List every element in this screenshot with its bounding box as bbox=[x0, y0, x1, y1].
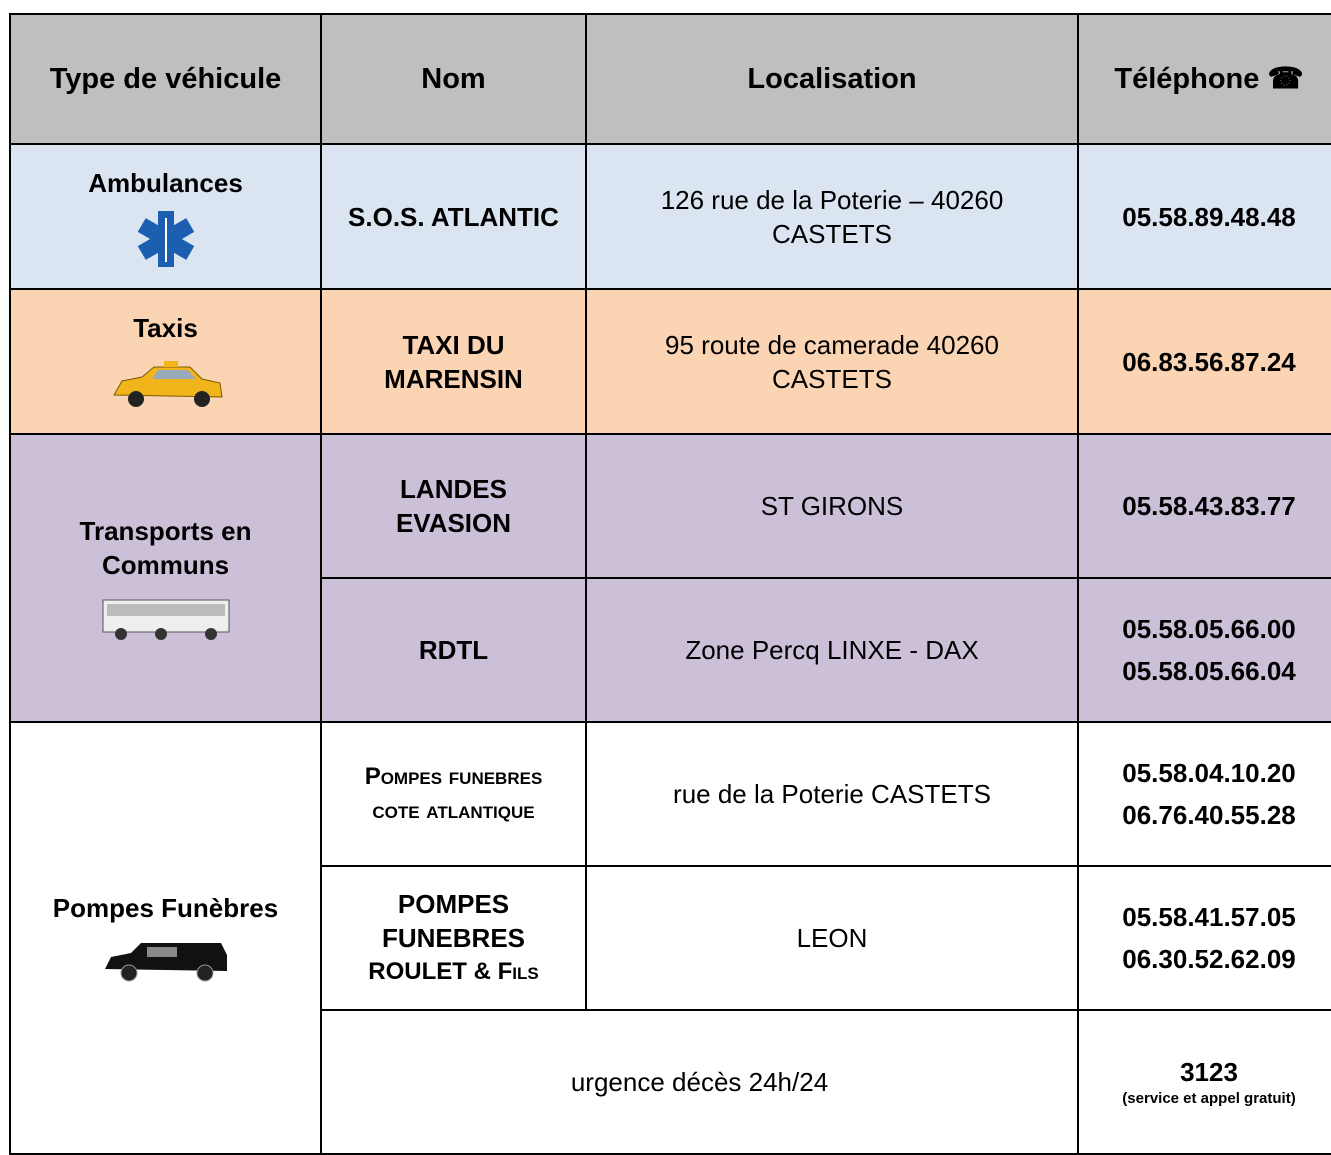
text-line: ROULET & Fils bbox=[368, 958, 539, 985]
header-cell: Localisation bbox=[585, 13, 1079, 145]
cell-text: TAXI DU MARENSIN bbox=[328, 328, 579, 396]
cell-text: 126 rue de la Poterie – 40260 CASTETS bbox=[593, 183, 1071, 251]
cell-text: 05.58.43.83.77 bbox=[1085, 489, 1331, 523]
text-line: 05.58.41.57.05 bbox=[1122, 902, 1296, 932]
text-line: LANDES bbox=[400, 474, 507, 504]
type: Ambulances bbox=[88, 167, 243, 198]
text-line: cote atlantique bbox=[372, 797, 535, 824]
cell-text: 05.58.04.10.20 06.76.40.55.28 bbox=[1085, 756, 1331, 832]
text-line: POMPES bbox=[397, 889, 510, 919]
type-cell: Ambulances bbox=[9, 143, 322, 290]
type-cell: Taxis bbox=[9, 288, 322, 435]
cell-text: Transports en Communs bbox=[17, 514, 314, 582]
text-line: 06.30.52.62.09 bbox=[1122, 944, 1296, 974]
cell-text: 06.83.56.87.24 bbox=[1085, 345, 1331, 379]
text-line: ST GIRONS bbox=[760, 491, 904, 521]
type-cell: Pompes Funèbres bbox=[9, 721, 322, 1155]
text-line: Zone Percq LINXE - DAX bbox=[685, 635, 979, 665]
header-cell: Téléphone ☎ bbox=[1077, 13, 1331, 145]
text-line: rue de la Poterie CASTETS bbox=[673, 779, 991, 809]
header-row: Type de véhicule Nom Localisation Téléph… bbox=[9, 13, 1331, 145]
bus-icon bbox=[102, 599, 229, 640]
cell-text: LANDES EVASION bbox=[328, 472, 579, 540]
transport-table: Type de véhicule Nom Localisation Téléph… bbox=[9, 13, 1331, 1155]
urgent-label: urgence décès 24h/24 bbox=[320, 1009, 1079, 1155]
text-line: Transports en bbox=[79, 516, 252, 546]
text-line: S.O.S. ATLANTIC bbox=[348, 201, 559, 232]
text-line: Pompes funebres bbox=[364, 763, 543, 790]
cell-text: LEON bbox=[593, 921, 1071, 955]
text-line: CASTETS bbox=[772, 363, 892, 394]
text-line: TAXI DU bbox=[402, 329, 505, 360]
text-line: 06.76.40.55.28 bbox=[1122, 800, 1296, 830]
text-line: EVASION bbox=[395, 508, 512, 538]
cell-text: 95 route de camerade 40260 CASTETS bbox=[593, 328, 1071, 396]
text-line: 05.58.89.48.48 bbox=[1122, 201, 1296, 232]
text-line: 126 rue de la Poterie – 40260 bbox=[660, 184, 1004, 215]
text-line: 05.58.05.66.00 bbox=[1122, 614, 1296, 644]
cell-text: Pompes funebres cote atlantique bbox=[328, 760, 579, 828]
type: Pompes Funèbres bbox=[52, 893, 279, 923]
hearse-icon bbox=[104, 943, 227, 982]
cell-text: 05.58.89.48.48 bbox=[1085, 200, 1331, 234]
header-cell: Type de véhicule bbox=[9, 13, 322, 145]
cell-text: 05.58.05.66.00 05.58.05.66.04 bbox=[1085, 612, 1331, 688]
ambulance-icon bbox=[137, 210, 194, 267]
cell-text: RDTL bbox=[328, 633, 579, 667]
cell-text: ST GIRONS bbox=[593, 489, 1071, 523]
text-line: 05.58.04.10.20 bbox=[1122, 758, 1296, 788]
text-line: CASTETS bbox=[772, 218, 892, 249]
type-cell: Transports en Communs bbox=[9, 433, 322, 723]
type: Taxis bbox=[133, 312, 198, 343]
text-line: 06.83.56.87.24 bbox=[1122, 346, 1296, 377]
cell-text: 05.58.41.57.05 06.30.52.62.09 bbox=[1085, 900, 1331, 976]
text-line: 05.58.05.66.04 bbox=[1122, 656, 1296, 686]
cell-text: POMPES FUNEBRES ROULET & Fils bbox=[328, 887, 579, 989]
text-line: 95 route de camerade 40260 bbox=[665, 329, 999, 360]
text-line: Communs bbox=[101, 550, 230, 580]
text-line: 05.58.43.83.77 bbox=[1122, 491, 1296, 521]
cell-text: Zone Percq LINXE - DAX bbox=[593, 633, 1071, 667]
taxi-icon bbox=[112, 360, 223, 407]
urgent-note: (service et appel gratuit) bbox=[1122, 1090, 1296, 1107]
cell-text: rue de la Poterie CASTETS bbox=[593, 777, 1071, 811]
text-line: RDTL bbox=[418, 635, 489, 665]
text-line: LEON bbox=[796, 923, 868, 953]
text-line: FUNEBRES bbox=[381, 923, 525, 953]
header-cell: Nom bbox=[320, 13, 587, 145]
cell-text: S.O.S. ATLANTIC bbox=[328, 200, 579, 234]
urgent-number: 3123 bbox=[1180, 1057, 1238, 1087]
text-line: MARENSIN bbox=[384, 363, 523, 394]
